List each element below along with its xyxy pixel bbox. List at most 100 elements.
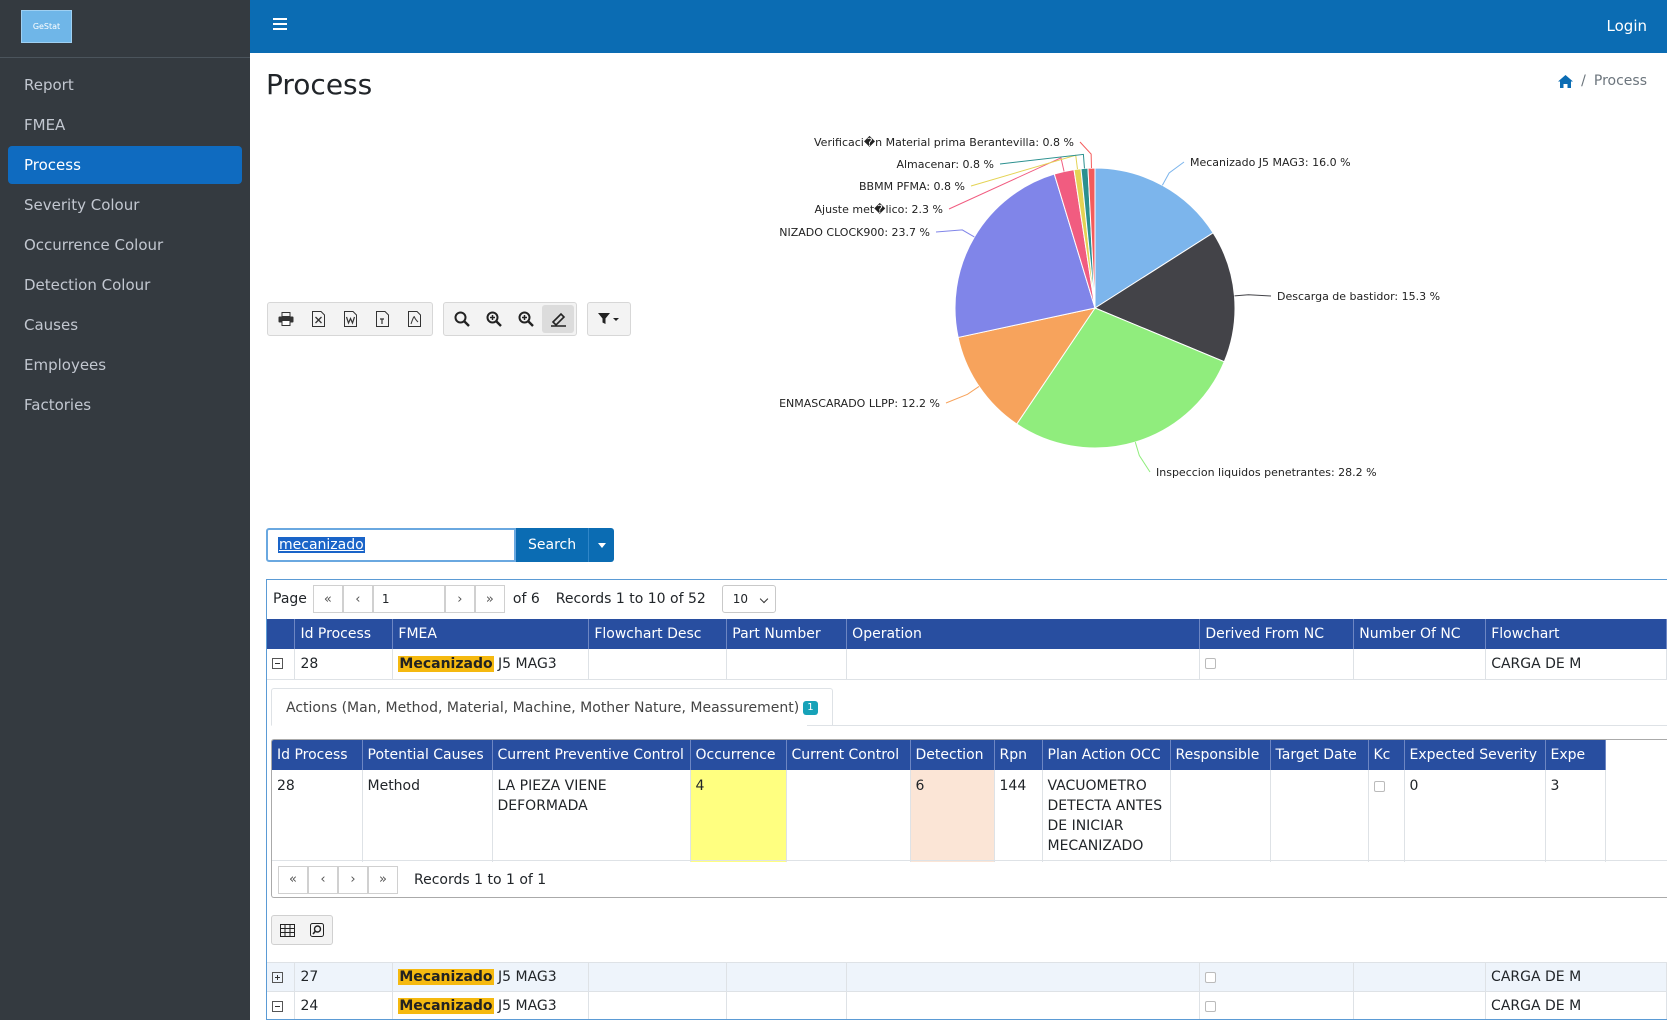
column-header[interactable]: Expe (1545, 740, 1606, 770)
row-expander[interactable] (267, 649, 296, 680)
row-detail-panel: Actions (Man, Method, Material, Machine,… (271, 688, 1667, 959)
pie-connector-desenmascarado-llpp (945, 386, 980, 404)
column-header[interactable]: Rpn (994, 740, 1043, 770)
main-table: Id Process FMEA Flowchart Desc Part Numb… (267, 619, 1667, 680)
derived-from-nc-checkbox[interactable] (1205, 658, 1217, 670)
column-header[interactable]: Id Process (272, 740, 363, 770)
pie-connector-mecanizado-clock900 (935, 229, 975, 238)
last-page-button[interactable]: » (474, 585, 505, 613)
pie-slice-mecanizado-clock900[interactable] (954, 173, 1096, 339)
zoom-in-all-button[interactable] (510, 305, 542, 333)
column-header[interactable]: Current Control (786, 740, 911, 770)
page-size-select[interactable]: 10 (721, 585, 776, 613)
sidebar-item-fmea[interactable]: FMEA (24, 116, 66, 134)
first-page-button[interactable]: « (312, 585, 343, 613)
column-header[interactable]: Detection (910, 740, 995, 770)
collapse-icon[interactable] (272, 1000, 283, 1012)
next-page-button[interactable]: › (338, 865, 368, 894)
search-button-group (443, 302, 577, 336)
collapse-icon[interactable] (272, 658, 283, 670)
pie-slice-desenmascarado-llpp[interactable] (957, 307, 1097, 425)
login-link[interactable]: Login (1606, 17, 1647, 35)
column-header[interactable]: Current Preventive Control (492, 740, 691, 770)
column-header[interactable]: Kc (1368, 740, 1405, 770)
search-submit-button[interactable]: Search (516, 528, 589, 562)
grid-toolbar (267, 302, 631, 336)
text-icon (375, 311, 389, 327)
cell-potential-cause: Method (362, 770, 493, 862)
row-expander[interactable] (267, 991, 296, 1019)
pie-connector-almacenar (999, 153, 1085, 169)
tab-actions[interactable]: Actions (Man, Method, Material, Machine,… (271, 688, 833, 726)
sidebar-item-occurrence-colour[interactable]: Occurrence Colour (24, 236, 164, 254)
table-row[interactable]: 28 Method LA PIEZA VIENE DEFORMADA 4 6 1… (272, 770, 1606, 862)
sidebar-item-causes[interactable]: Causes (24, 316, 79, 334)
last-page-button[interactable]: » (368, 865, 398, 894)
cell-target-date (1270, 770, 1369, 862)
row-expander[interactable] (267, 962, 296, 992)
table-view-button[interactable] (272, 916, 302, 944)
expand-icon[interactable] (272, 971, 283, 983)
highlight-pen-icon (550, 312, 566, 327)
export-excel-button[interactable] (302, 305, 334, 333)
sidebar-item-process[interactable]: Process (8, 146, 242, 184)
column-header[interactable]: Target Date (1270, 740, 1369, 770)
prev-page-button[interactable]: ‹ (308, 865, 338, 894)
column-header[interactable]: Number Of NC (1353, 619, 1487, 649)
column-header[interactable]: Expected Severity (1404, 740, 1546, 770)
pie-label-almacenar: Almacenar: 0.8 % (896, 158, 994, 171)
column-header[interactable]: Part Number (726, 619, 848, 649)
export-pdf-button[interactable] (398, 305, 430, 333)
highlight-button[interactable] (542, 305, 574, 333)
column-header[interactable]: Derived From NC (1199, 619, 1355, 649)
sidebar-item-report[interactable]: Report (24, 76, 74, 94)
pie-slice-verificaci-n-material-prima-berantevilla[interactable] (1087, 167, 1096, 309)
sidebar-item-factories[interactable]: Factories (24, 396, 92, 414)
sidebar-item-employees[interactable]: Employees (24, 356, 107, 374)
detail-search-button[interactable] (302, 916, 332, 944)
sidebar: GeStat Report FMEA Process Severity Colo… (0, 0, 250, 1020)
filter-dropdown-button[interactable] (590, 305, 628, 333)
next-page-button[interactable]: › (444, 585, 475, 613)
column-header[interactable]: Flowchart (1485, 619, 1667, 649)
home-icon[interactable] (1558, 74, 1574, 88)
search-options-dropdown[interactable] (588, 528, 615, 562)
sidebar-item-severity-colour[interactable]: Severity Colour (24, 196, 140, 214)
derived-from-nc-checkbox[interactable] (1205, 971, 1217, 983)
column-header[interactable]: Plan Action OCC (1042, 740, 1171, 770)
column-header[interactable]: Responsible (1170, 740, 1271, 770)
column-header[interactable]: Potential Causes (362, 740, 493, 770)
column-header[interactable]: Id Process (294, 619, 394, 649)
pie-slice-inspeccion-liquidos-penetrantes[interactable] (1016, 307, 1225, 449)
zoom-in-button[interactable] (478, 305, 510, 333)
cell-id: 28 (294, 649, 394, 680)
brand-logo[interactable]: GeStat (21, 10, 72, 43)
pie-connector-inspeccion-liquidos-penetrantes (1134, 441, 1151, 473)
column-header[interactable]: Operation (846, 619, 1201, 649)
cell-expected-severity: 0 (1404, 770, 1546, 862)
cell-preventive-control: LA PIEZA VIENE DEFORMADA (492, 770, 691, 862)
cell-rpn: 144 (994, 770, 1043, 862)
derived-from-nc-checkbox[interactable] (1205, 1000, 1217, 1012)
table-row[interactable]: 28 Mecanizado J5 MAG3 CARGA DE M (267, 649, 1667, 680)
table-row[interactable]: 24 Mecanizado J5 MAG3 CARGA DE M (267, 991, 1667, 1019)
menu-toggle-icon[interactable] (273, 18, 287, 32)
column-header[interactable]: Occurrence (690, 740, 787, 770)
first-page-button[interactable]: « (278, 865, 308, 894)
table-row[interactable]: 27 Mecanizado J5 MAG3 CARGA DE M (267, 962, 1667, 992)
sidebar-item-detection-colour[interactable]: Detection Colour (24, 276, 151, 294)
tab-divider (807, 725, 1667, 726)
pie-connector-descarga-de-bastidor (1234, 294, 1272, 297)
print-button[interactable] (270, 305, 302, 333)
export-text-button[interactable] (366, 305, 398, 333)
cell-responsible (1170, 770, 1271, 862)
pie-slice-mecanizado-j5-mag3[interactable] (1094, 167, 1214, 309)
export-word-button[interactable] (334, 305, 366, 333)
search-input[interactable]: mecanizado (266, 528, 516, 562)
search-button[interactable] (446, 305, 478, 333)
column-header[interactable]: Flowchart Desc (588, 619, 728, 649)
page-number-input[interactable]: 1 (372, 585, 445, 613)
kc-checkbox[interactable] (1373, 780, 1385, 792)
column-header[interactable]: FMEA (392, 619, 590, 649)
prev-page-button[interactable]: ‹ (342, 585, 373, 613)
